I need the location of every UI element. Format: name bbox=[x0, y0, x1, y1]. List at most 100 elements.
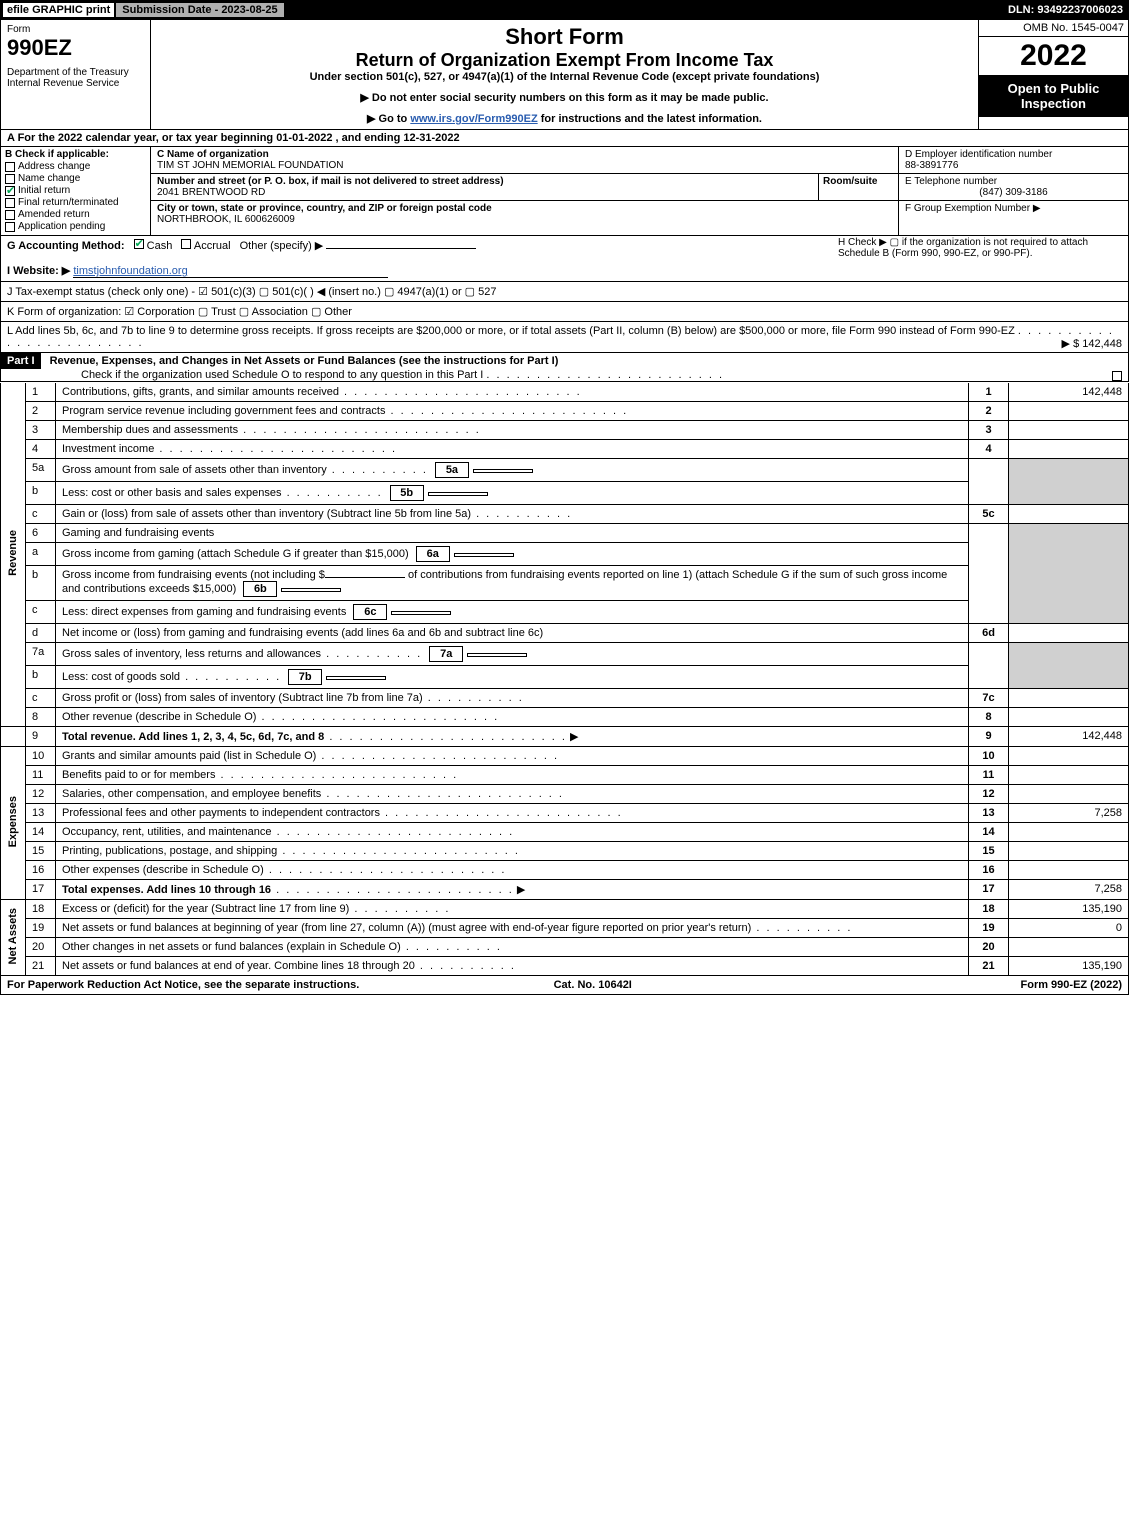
department: Department of the Treasury Internal Reve… bbox=[7, 67, 144, 89]
header-center: Short Form Return of Organization Exempt… bbox=[151, 20, 978, 129]
section-bcd: B Check if applicable: Address change Na… bbox=[0, 147, 1129, 236]
l8-n: 8 bbox=[26, 708, 56, 727]
l8-d: Other revenue (describe in Schedule O) bbox=[56, 708, 969, 727]
l5c-d: Gain or (loss) from sale of assets other… bbox=[56, 505, 969, 524]
l6c-d: Less: direct expenses from gaming and fu… bbox=[56, 601, 969, 624]
f-label: F Group Exemption Number ▶ bbox=[905, 203, 1041, 214]
l7c-v bbox=[1009, 689, 1129, 708]
l9-rn: 9 bbox=[969, 727, 1009, 747]
l6d-v bbox=[1009, 624, 1129, 643]
omb-number: OMB No. 1545-0047 bbox=[979, 20, 1128, 37]
l5b-n: b bbox=[26, 482, 56, 505]
g-cash: Cash bbox=[147, 240, 173, 252]
l8-rn: 8 bbox=[969, 708, 1009, 727]
l5ab-rn bbox=[969, 459, 1009, 505]
ck-schedule-o[interactable] bbox=[1112, 371, 1122, 381]
l5c-n: c bbox=[26, 505, 56, 524]
org-city: NORTHBROOK, IL 600626009 bbox=[157, 214, 295, 225]
l9-d: Total revenue. Add lines 1, 2, 3, 4, 5c,… bbox=[56, 727, 969, 747]
l13-v: 7,258 bbox=[1009, 804, 1129, 823]
ssn-note: ▶ Do not enter social security numbers o… bbox=[157, 91, 972, 104]
irs-link[interactable]: www.irs.gov/Form990EZ bbox=[410, 113, 537, 125]
l3-rn: 3 bbox=[969, 421, 1009, 440]
l20-v bbox=[1009, 938, 1129, 957]
short-form-title: Short Form bbox=[157, 24, 972, 50]
ck-application-pending[interactable] bbox=[5, 222, 15, 232]
open-to-public: Open to Public Inspection bbox=[979, 75, 1128, 117]
ck-amended-return[interactable] bbox=[5, 210, 15, 220]
form-number: 990EZ bbox=[7, 35, 144, 61]
l11-n: 11 bbox=[26, 766, 56, 785]
ck-address-change[interactable] bbox=[5, 162, 15, 172]
l7b-in: 7b bbox=[288, 669, 322, 685]
g-accrual: Accrual bbox=[194, 240, 231, 252]
l10-d: Grants and similar amounts paid (list in… bbox=[56, 747, 969, 766]
e-block: E Telephone number (847) 309-3186 bbox=[899, 174, 1128, 201]
l6b-in: 6b bbox=[243, 581, 277, 597]
l7b-n: b bbox=[26, 666, 56, 689]
l6a-n: a bbox=[26, 543, 56, 566]
l15-rn: 15 bbox=[969, 842, 1009, 861]
efile-print-button[interactable]: efile GRAPHIC print bbox=[2, 2, 115, 18]
c-name-block: C Name of organization TIM ST JOHN MEMOR… bbox=[151, 147, 898, 174]
l5a-d: Gross amount from sale of assets other t… bbox=[56, 459, 969, 482]
ck-final-return[interactable] bbox=[5, 198, 15, 208]
b-initial: Initial return bbox=[18, 185, 70, 196]
phone: (847) 309-3186 bbox=[905, 187, 1122, 198]
l21-n: 21 bbox=[26, 957, 56, 976]
l18-d: Excess or (deficit) for the year (Subtra… bbox=[56, 900, 969, 919]
l7a-d: Gross sales of inventory, less returns a… bbox=[56, 643, 969, 666]
l20-d: Other changes in net assets or fund bala… bbox=[56, 938, 969, 957]
goto-note: ▶ Go to www.irs.gov/Form990EZ for instru… bbox=[157, 112, 972, 125]
l16-n: 16 bbox=[26, 861, 56, 880]
l3-d: Membership dues and assessments bbox=[56, 421, 969, 440]
d-label: D Employer identification number bbox=[905, 149, 1052, 160]
b-name: Name change bbox=[18, 173, 80, 184]
l6a-d: Gross income from gaming (attach Schedul… bbox=[56, 543, 969, 566]
form-header: Form 990EZ Department of the Treasury In… bbox=[0, 20, 1129, 130]
l6abc-v bbox=[1009, 524, 1129, 624]
l8-v bbox=[1009, 708, 1129, 727]
ck-cash[interactable] bbox=[134, 239, 144, 249]
goto-pre: ▶ Go to bbox=[367, 113, 410, 125]
topbar: efile GRAPHIC print Submission Date - 20… bbox=[0, 0, 1129, 20]
cat-rev-spacer bbox=[1, 727, 26, 747]
l11-v bbox=[1009, 766, 1129, 785]
l6c-in: 6c bbox=[353, 604, 387, 620]
l13-rn: 13 bbox=[969, 804, 1009, 823]
b-pending: Application pending bbox=[18, 221, 105, 232]
part-i-title: Revenue, Expenses, and Changes in Net As… bbox=[44, 355, 559, 367]
l12-n: 12 bbox=[26, 785, 56, 804]
l11-d: Benefits paid to or for members bbox=[56, 766, 969, 785]
form-footer: Form 990-EZ (2022) bbox=[1021, 979, 1122, 991]
l20-rn: 20 bbox=[969, 938, 1009, 957]
l4-v bbox=[1009, 440, 1129, 459]
l6-n: 6 bbox=[26, 524, 56, 543]
l7a-in: 7a bbox=[429, 646, 463, 662]
l5a-in: 5a bbox=[435, 462, 469, 478]
line-k: K Form of organization: ☑ Corporation ▢ … bbox=[0, 302, 1129, 322]
part-i-check: Check if the organization used Schedule … bbox=[1, 369, 483, 381]
l10-n: 10 bbox=[26, 747, 56, 766]
l-text: L Add lines 5b, 6c, and 7b to line 9 to … bbox=[7, 325, 1015, 337]
return-title: Return of Organization Exempt From Incom… bbox=[157, 50, 972, 71]
c-name-label: C Name of organization bbox=[157, 149, 269, 160]
d-block: D Employer identification number 88-3891… bbox=[899, 147, 1128, 174]
cat-no: Cat. No. 10642I bbox=[554, 979, 632, 991]
c-city-label: City or town, state or province, country… bbox=[157, 203, 492, 214]
l4-n: 4 bbox=[26, 440, 56, 459]
l5ab-v bbox=[1009, 459, 1129, 505]
line-j: J Tax-exempt status (check only one) - ☑… bbox=[0, 282, 1129, 302]
ck-accrual[interactable] bbox=[181, 239, 191, 249]
website-link[interactable]: timstjohnfoundation.org bbox=[73, 265, 387, 278]
ck-initial-return[interactable] bbox=[5, 186, 15, 196]
line-l: L Add lines 5b, 6c, and 7b to line 9 to … bbox=[0, 322, 1129, 353]
l14-v bbox=[1009, 823, 1129, 842]
header-left: Form 990EZ Department of the Treasury In… bbox=[1, 20, 151, 129]
l4-d: Investment income bbox=[56, 440, 969, 459]
l16-d: Other expenses (describe in Schedule O) bbox=[56, 861, 969, 880]
ck-name-change[interactable] bbox=[5, 174, 15, 184]
l6-d: Gaming and fundraising events bbox=[56, 524, 969, 543]
l15-d: Printing, publications, postage, and shi… bbox=[56, 842, 969, 861]
l11-rn: 11 bbox=[969, 766, 1009, 785]
